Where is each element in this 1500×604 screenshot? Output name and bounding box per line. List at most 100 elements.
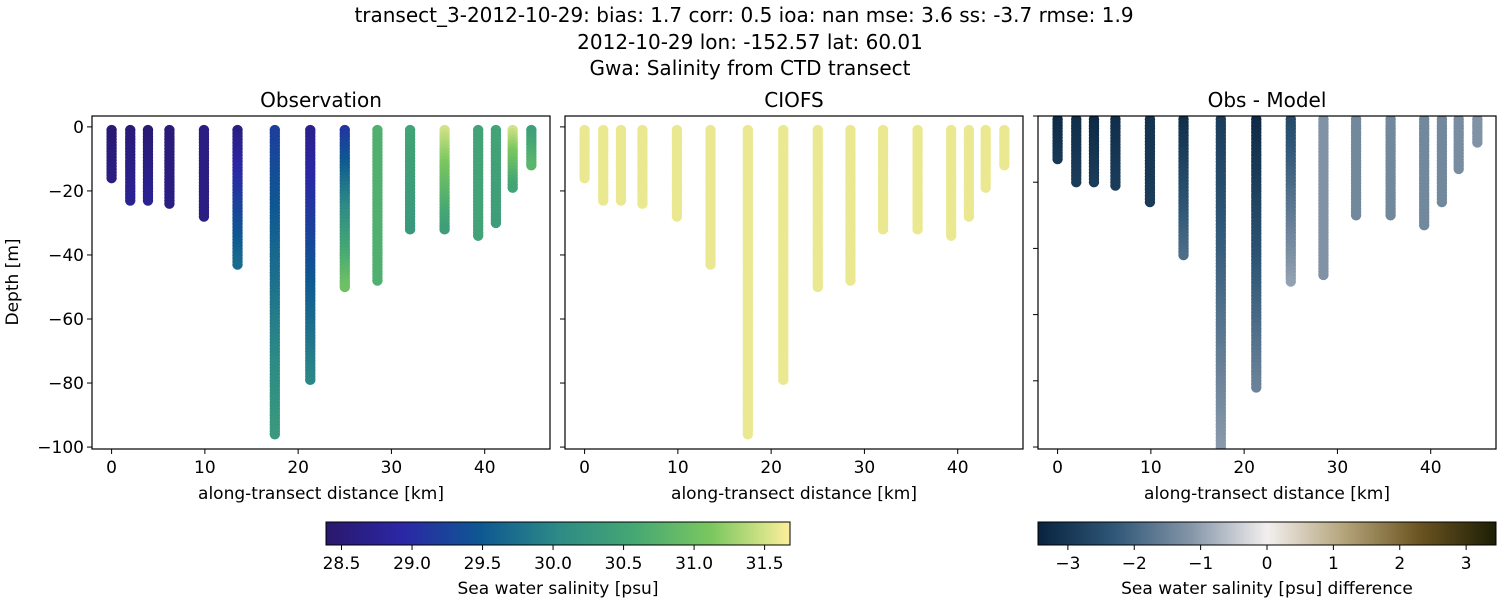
data-point (339, 281, 350, 293)
data-point (1385, 210, 1396, 221)
axes-frame (564, 115, 1024, 450)
data-point (1318, 269, 1329, 281)
data-point (305, 374, 316, 386)
station-profile (526, 124, 537, 171)
x-tick-label: 40 (947, 458, 969, 478)
panel-title: Observation (260, 88, 382, 112)
data-points (106, 124, 537, 440)
y-tick-label: 0 (73, 118, 84, 138)
x-tick-label: 10 (1140, 458, 1162, 478)
data-point (1350, 210, 1362, 221)
station-profile (579, 124, 590, 184)
station-profile (125, 124, 136, 206)
data-point (999, 160, 1010, 171)
data-point (269, 429, 281, 440)
station-profile (1251, 116, 1262, 393)
colorbar-label: Sea water salinity [psu] (458, 579, 659, 599)
data-point (615, 195, 627, 206)
station-profile (1052, 116, 1063, 165)
colorbar-tick-label: 29.0 (393, 554, 431, 574)
colorbar-tick-label: −2 (1122, 554, 1147, 574)
station-profile (372, 124, 383, 286)
panel-obs-minus-model: Obs - Model along-transect distance [km]… (1033, 88, 1497, 504)
station-profile (845, 124, 856, 286)
panel-title: Obs - Model (1208, 88, 1327, 112)
colorbar-tick-label: 29.5 (464, 554, 502, 574)
colorbar-tick-label: −1 (1188, 554, 1213, 574)
station-profile (877, 124, 889, 235)
data-point (945, 230, 957, 241)
panel-observation: Observation along-transect distance [km]… (3, 88, 551, 504)
station-profile (490, 124, 502, 229)
station-profile (812, 124, 823, 293)
colorbar-salinity: Sea water salinity [psu] 28.5 29.0 29.5 30.… (323, 521, 791, 599)
x-tick-label: 20 (1233, 458, 1255, 478)
data-point (1052, 153, 1063, 165)
data-point (1285, 276, 1296, 287)
data-point (845, 275, 856, 286)
station-profile (615, 124, 627, 206)
title-line-2: 2012-10-29 lon: -152.57 lat: 60.01 (577, 30, 923, 54)
data-point (164, 198, 175, 209)
station-profile (1436, 116, 1448, 208)
x-tick-label: 10 (194, 458, 216, 478)
station-profile (106, 124, 117, 184)
colorbar-tick-label: 28.5 (323, 554, 361, 574)
station-profile (705, 124, 716, 270)
colorbar-tick-label: 30.0 (534, 554, 572, 574)
colorbar-tick-label: 0 (1262, 554, 1273, 574)
data-point (742, 429, 754, 440)
x-axis-label: along-transect distance [km] (671, 484, 917, 504)
x-axis-label: along-transect distance [km] (1144, 484, 1390, 504)
station-profile (1088, 116, 1100, 188)
colorbar-tick-label: 3 (1461, 554, 1472, 574)
station-profile (164, 124, 175, 209)
station-profile (778, 124, 789, 386)
station-profile (142, 124, 154, 206)
station-profile (232, 124, 243, 270)
axes-frame (1037, 115, 1497, 450)
data-points (579, 124, 1010, 440)
data-point (1071, 177, 1082, 188)
data-point (579, 172, 590, 184)
x-tick-label: 30 (1327, 458, 1349, 478)
data-point (372, 275, 383, 286)
data-point (1178, 249, 1189, 261)
data-point (1418, 220, 1430, 231)
station-profile (1418, 116, 1430, 231)
station-profile (1318, 116, 1329, 281)
station-profile (1110, 116, 1121, 191)
colorbar-bar (1037, 521, 1497, 546)
station-profile (472, 124, 484, 241)
data-point (1215, 441, 1227, 449)
colorbar-bar (325, 521, 791, 546)
station-profile (404, 124, 416, 235)
data-point (1144, 196, 1156, 208)
data-point (507, 182, 518, 193)
x-tick-label: 0 (1052, 458, 1063, 478)
data-point (671, 211, 683, 222)
station-profile (1071, 116, 1082, 188)
x-tick-label: 0 (579, 458, 590, 478)
data-point (912, 224, 923, 235)
data-point (637, 198, 648, 209)
data-point (705, 259, 716, 270)
data-point (963, 211, 975, 222)
y-tick-label: −40 (48, 246, 84, 266)
data-point (1110, 180, 1121, 191)
x-tick-label: 0 (106, 458, 117, 478)
station-profile (198, 124, 210, 222)
station-profile (637, 124, 648, 209)
data-point (125, 195, 136, 206)
data-point (404, 224, 416, 235)
data-point (490, 217, 502, 229)
data-point (439, 224, 450, 235)
station-profile (945, 124, 957, 241)
data-point (142, 195, 154, 206)
panel-ciofs: CIOFS along-transect distance [km] 0 10 20… (560, 88, 1024, 504)
data-point (1436, 196, 1448, 208)
data-point (106, 172, 117, 184)
axes-frame (91, 115, 551, 450)
station-profile (999, 124, 1010, 171)
